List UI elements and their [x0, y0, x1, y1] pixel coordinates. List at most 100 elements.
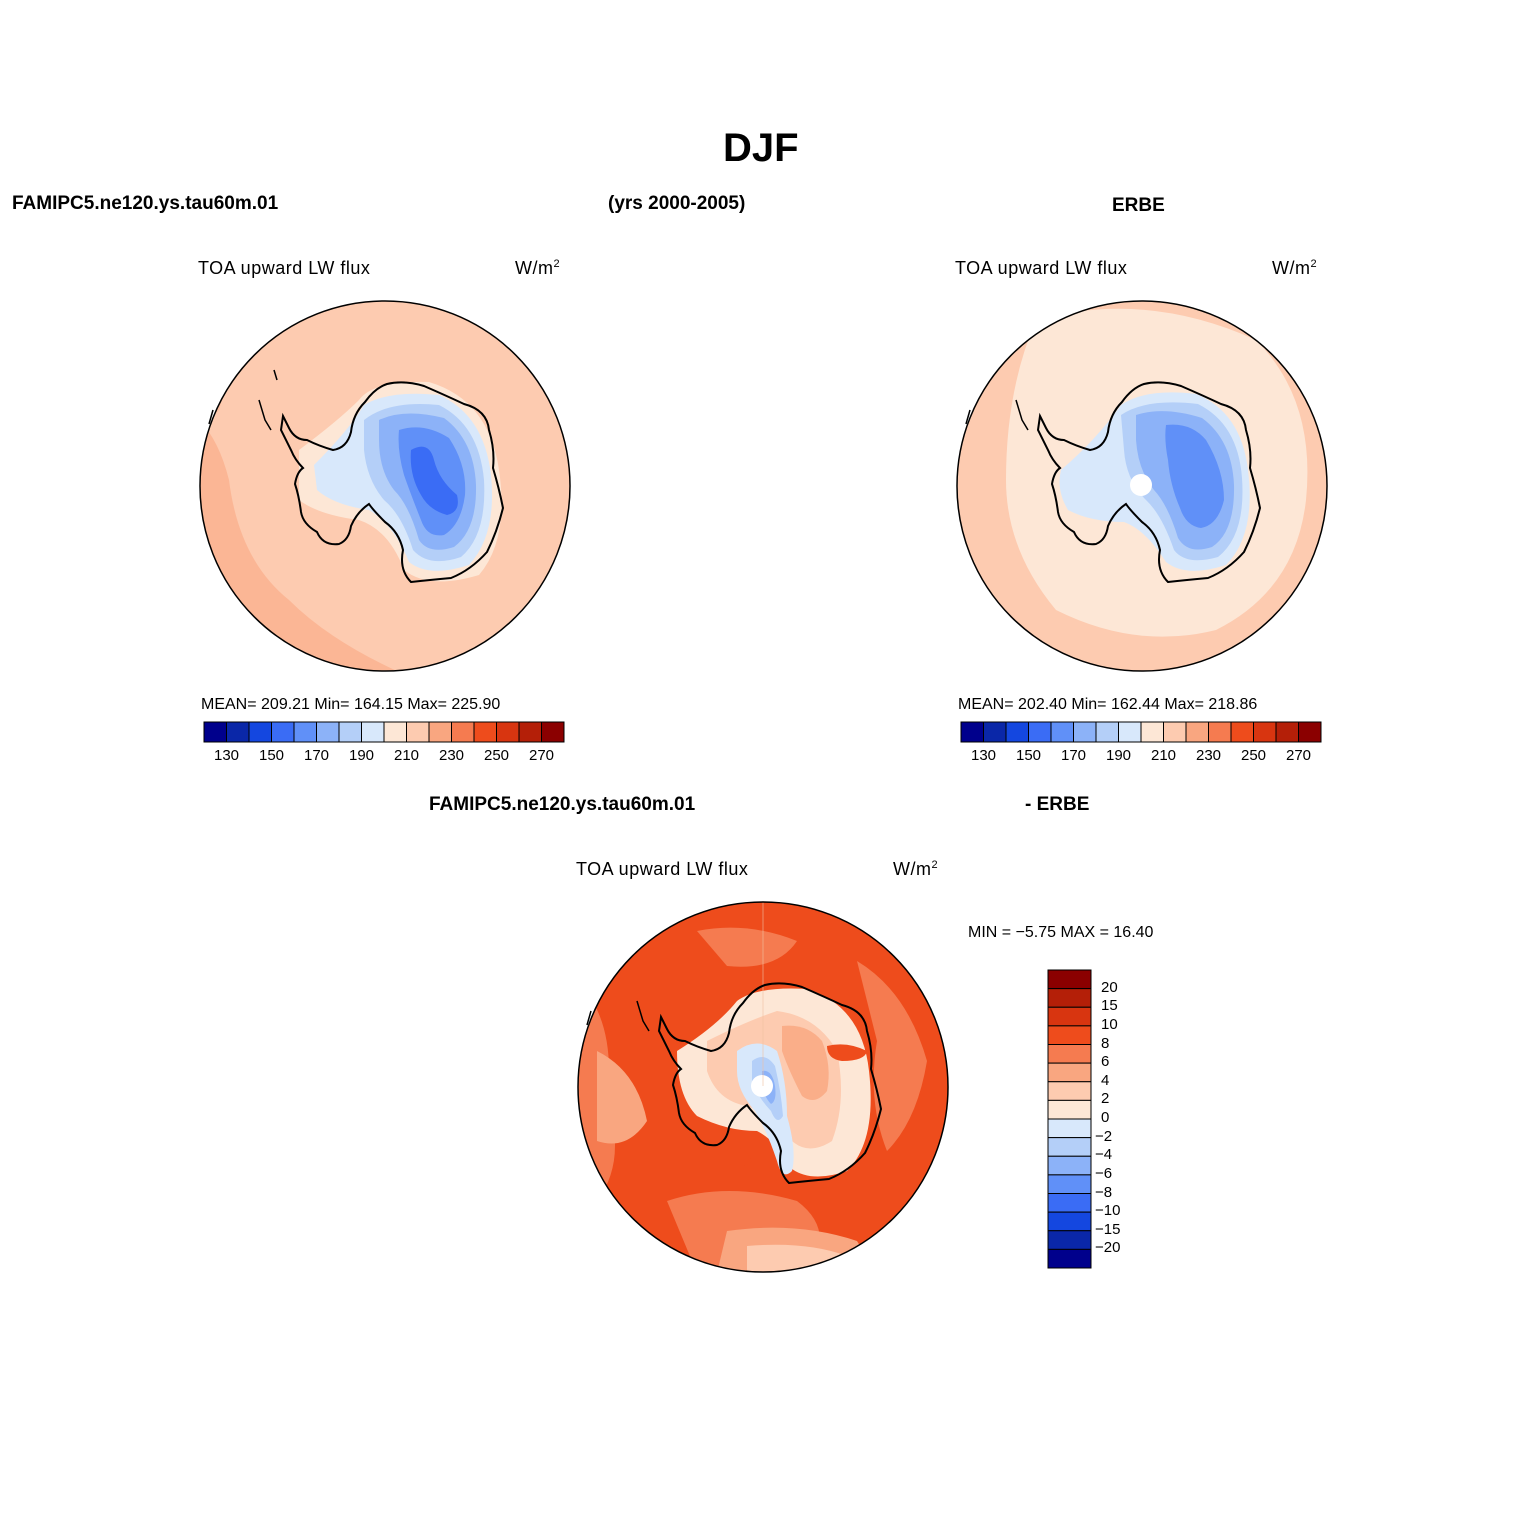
panel2-colorbar-box [1230, 721, 1254, 743]
diff-colorbar-box [1047, 1230, 1092, 1250]
diff-colorbar-tick-label: −15 [1095, 1220, 1121, 1238]
panel1-colorbar-box [248, 721, 272, 743]
panel2-colorbar-box [1050, 721, 1074, 743]
panel2-colorbar-tick-label: 130 [970, 747, 997, 764]
diff-units-label: W/m2 [893, 859, 939, 879]
panel2-colorbar-box [1095, 721, 1119, 743]
panel1-stats: MEAN= 209.21 Min= 164.15 Max= 225.90 [201, 696, 501, 713]
panel2-colorbar-tick-label: 210 [1150, 747, 1177, 764]
diff-colorbar-tick-label: 0 [1101, 1109, 1110, 1126]
panel1-colorbar-tick-label: 270 [528, 747, 555, 764]
diff-colorbar-tick-label: 2 [1101, 1090, 1110, 1108]
panel1-colorbar-box [541, 721, 565, 743]
diff-colorbar-box [1047, 1118, 1092, 1139]
panel1-colorbar-tick-label: 210 [393, 747, 420, 764]
diff-colorbar-box [1047, 1062, 1092, 1083]
panel1-map [199, 300, 571, 672]
diff-colorbar-box [1047, 969, 1092, 990]
diff-map [577, 901, 949, 1273]
panel2-colorbar-tick-label: 230 [1195, 747, 1222, 764]
panel1-colorbar-ticks: 130 150 170 190 210 230 250 270 [204, 747, 564, 767]
diff-colorbar-box [1047, 1193, 1092, 1213]
panel2-colorbar-tick-label: 250 [1240, 747, 1267, 764]
diff-colorbar-tick-label: 4 [1101, 1071, 1110, 1089]
diff-colorbar-tick-label: −2 [1095, 1127, 1113, 1145]
panel2-colorbar-box [1185, 721, 1209, 743]
panel2-colorbar-box [1005, 721, 1029, 743]
panel2-colorbar-box [983, 721, 1007, 743]
diff-colorbar-box [1047, 988, 1092, 1008]
panel2-colorbar-tick-label: 170 [1060, 747, 1087, 764]
page-title: DJF [723, 126, 799, 170]
diff-colorbar-tick-label: 15 [1101, 997, 1118, 1015]
diff-colorbar-tick-label: 20 [1101, 978, 1118, 996]
panel2-map [956, 300, 1328, 672]
diff-colorbar-tick-label: −6 [1095, 1164, 1113, 1182]
panel1-units-label: W/m2 [515, 258, 561, 278]
panel1-colorbar-box [518, 721, 542, 743]
panel2-colorbar [960, 721, 1322, 743]
diff-colorbar-box [1047, 1006, 1092, 1027]
panel2-colorbar-ticks: 130 150 170 190 210 230 250 270 [961, 747, 1321, 767]
diff-colorbar-tick-label: 6 [1101, 1053, 1110, 1071]
diff-colorbar [1047, 969, 1092, 1269]
panel2-colorbar-box [1140, 721, 1164, 743]
diff-colorbar-tick-label: 10 [1101, 1015, 1118, 1033]
diff-colorbar-tick-label: 8 [1101, 1034, 1110, 1052]
diff-colorbar-tick-label: −8 [1095, 1183, 1113, 1201]
panel1-colorbar-box [226, 721, 250, 743]
diff-header-right: - ERBE [1025, 794, 1090, 815]
panel1-colorbar-box [428, 721, 452, 743]
diff-stats: MIN = −5.75 MAX = 16.40 [968, 924, 1154, 941]
diff-colorbar-tick-label: −10 [1095, 1202, 1121, 1220]
panel1-colorbar-box [271, 721, 295, 743]
panel1-colorbar-box [496, 721, 520, 743]
diff-variable-label: TOA upward LW flux [576, 859, 749, 879]
panel2-colorbar-tick-label: 150 [1015, 747, 1042, 764]
panel1-colorbar-box [406, 721, 430, 743]
diff-colorbar-tick-label: −4 [1095, 1146, 1113, 1164]
diff-colorbar-box [1047, 1248, 1092, 1269]
panel2-colorbar-box [1163, 721, 1187, 743]
obs-header: ERBE [1112, 195, 1165, 216]
panel2-colorbar-box [1208, 721, 1232, 743]
panel1-colorbar-box [316, 721, 340, 743]
panel2-colorbar-box [1253, 721, 1277, 743]
diff-colorbar-box [1047, 1155, 1092, 1176]
panel2-stats: MEAN= 202.40 Min= 162.44 Max= 218.86 [958, 696, 1258, 713]
panel2-colorbar-tick-label: 190 [1105, 747, 1132, 764]
panel2-colorbar-box [960, 721, 984, 743]
years-header: (yrs 2000-2005) [608, 193, 746, 214]
panel2-colorbar-box [1028, 721, 1052, 743]
panel1-colorbar-tick-label: 230 [438, 747, 465, 764]
diff-header-left: FAMIPC5.ne120.ys.tau60m.01 [429, 794, 696, 815]
panel1-colorbar-box [473, 721, 497, 743]
diff-colorbar-box [1047, 1099, 1092, 1120]
panel2-colorbar-box [1298, 721, 1322, 743]
diff-colorbar-box [1047, 1025, 1092, 1045]
model-case-header: FAMIPC5.ne120.ys.tau60m.01 [12, 193, 279, 214]
panel2-colorbar-box [1275, 721, 1299, 743]
panel1-colorbar-box [451, 721, 475, 743]
panel1-colorbar-tick-label: 150 [258, 747, 285, 764]
diff-colorbar-box [1047, 1044, 1092, 1064]
panel2-colorbar-box [1073, 721, 1097, 743]
panel1-variable-label: TOA upward LW flux [198, 258, 371, 278]
panel1-colorbar-tick-label: 190 [348, 747, 375, 764]
panel1-colorbar-box [203, 721, 227, 743]
panel1-colorbar-tick-label: 130 [213, 747, 240, 764]
diff-colorbar-box [1047, 1174, 1092, 1194]
panel1-colorbar-tick-label: 250 [483, 747, 510, 764]
panel1-colorbar-box [383, 721, 407, 743]
panel1-colorbar [203, 721, 565, 743]
panel1-colorbar-tick-label: 170 [303, 747, 330, 764]
diff-colorbar-box [1047, 1211, 1092, 1232]
panel2-variable-label: TOA upward LW flux [955, 258, 1128, 278]
panel2-colorbar-tick-label: 270 [1285, 747, 1312, 764]
diff-colorbar-box [1047, 1137, 1092, 1157]
panel1-colorbar-box [293, 721, 317, 743]
panel1-colorbar-box [361, 721, 385, 743]
diff-colorbar-labels: 20 15 10 8 6 4 2 0 −2 −4 −6 −8 −10 −15 −20 [1095, 970, 1157, 1268]
diff-colorbar-tick-label: −20 [1095, 1239, 1121, 1257]
panel2-units-label: W/m2 [1272, 258, 1318, 278]
